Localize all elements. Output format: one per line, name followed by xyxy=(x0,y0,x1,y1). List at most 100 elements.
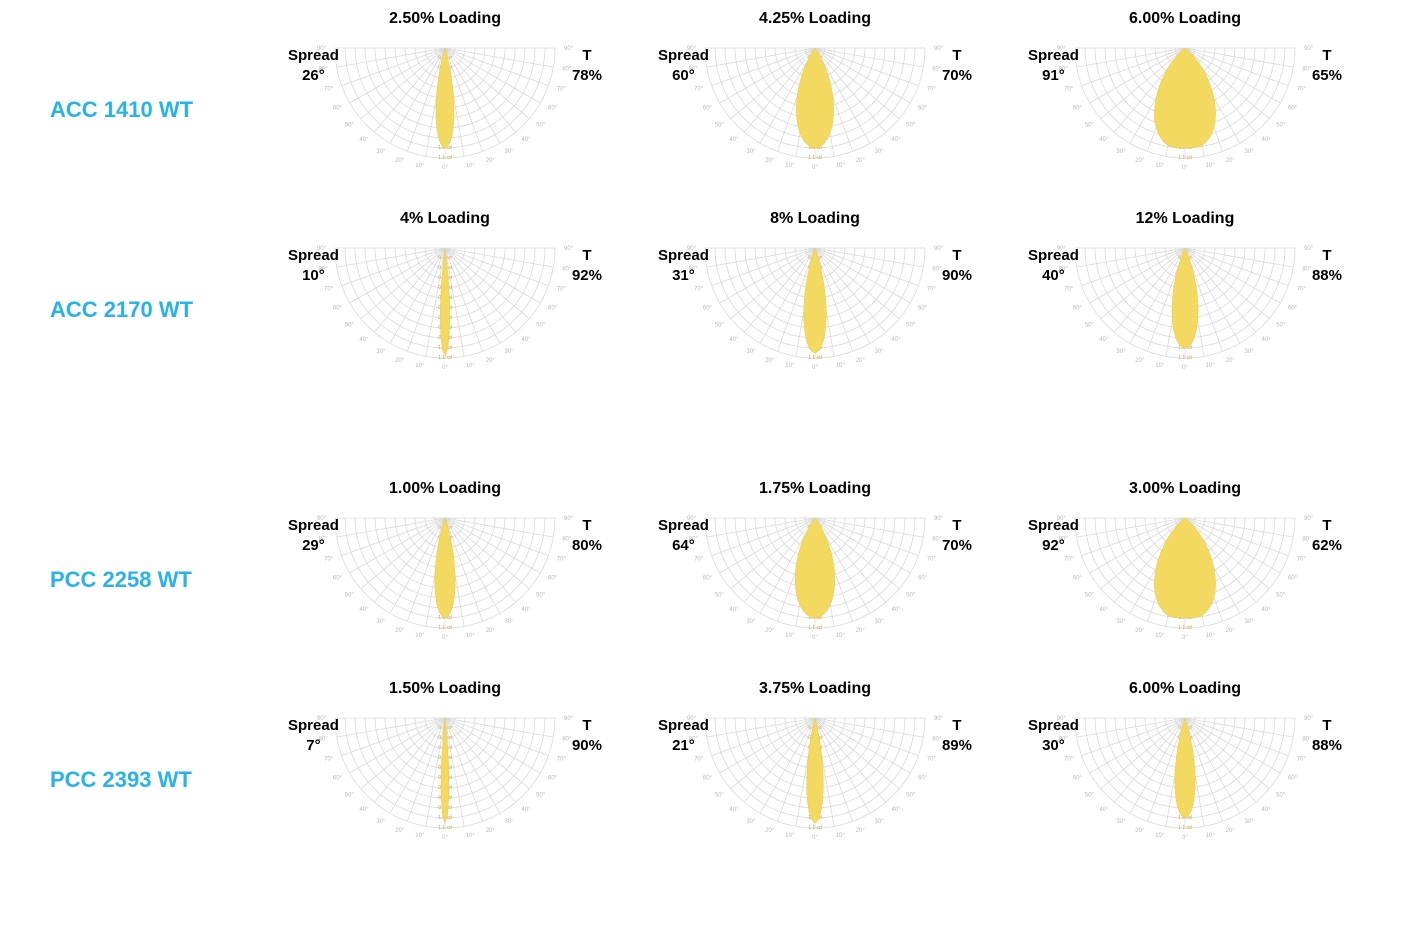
spread-readout: Spread 26° xyxy=(288,46,339,85)
svg-text:70°: 70° xyxy=(694,757,704,763)
svg-text:40°: 40° xyxy=(359,337,369,343)
svg-text:10°: 10° xyxy=(785,833,795,839)
svg-text:20°: 20° xyxy=(395,828,405,834)
svg-text:30°: 30° xyxy=(376,819,386,825)
svg-text:30°: 30° xyxy=(875,149,885,155)
svg-text:60°: 60° xyxy=(333,306,343,312)
section-spacer xyxy=(260,410,630,480)
loading-title: 2.50% Loading xyxy=(260,10,630,28)
svg-text:50°: 50° xyxy=(536,592,546,598)
svg-text:80°: 80° xyxy=(1302,267,1312,273)
polar-chart-cell: 4% Loading Spread 10° T 92% 0.1 cd0.2 cd… xyxy=(260,210,630,410)
svg-text:50°: 50° xyxy=(715,592,725,598)
svg-text:70°: 70° xyxy=(1297,287,1307,293)
svg-text:40°: 40° xyxy=(1261,337,1271,343)
svg-text:60°: 60° xyxy=(1073,576,1083,582)
svg-text:10°: 10° xyxy=(466,833,476,839)
svg-text:10°: 10° xyxy=(836,633,846,639)
svg-text:40°: 40° xyxy=(1099,337,1109,343)
svg-text:20°: 20° xyxy=(1135,828,1145,834)
svg-text:40°: 40° xyxy=(1261,807,1271,813)
svg-text:20°: 20° xyxy=(856,628,866,634)
svg-text:50°: 50° xyxy=(906,592,916,598)
svg-text:10°: 10° xyxy=(466,633,476,639)
svg-text:20°: 20° xyxy=(486,828,496,834)
light-lobe xyxy=(795,518,835,618)
t-readout: T 78% xyxy=(572,46,602,85)
loading-title: 3.00% Loading xyxy=(1000,480,1370,498)
svg-text:70°: 70° xyxy=(1297,87,1307,93)
svg-text:0°: 0° xyxy=(442,365,448,371)
svg-text:20°: 20° xyxy=(1135,158,1145,164)
svg-text:60°: 60° xyxy=(1288,776,1298,782)
svg-text:40°: 40° xyxy=(729,337,739,343)
svg-text:60°: 60° xyxy=(1073,306,1083,312)
svg-text:80°: 80° xyxy=(932,537,942,543)
svg-text:40°: 40° xyxy=(891,807,901,813)
svg-text:10°: 10° xyxy=(415,833,425,839)
svg-text:10°: 10° xyxy=(836,163,846,169)
svg-text:60°: 60° xyxy=(918,776,928,782)
t-readout: T 89% xyxy=(942,716,972,755)
spread-readout: Spread 60° xyxy=(658,46,709,85)
svg-text:30°: 30° xyxy=(746,349,756,355)
svg-text:50°: 50° xyxy=(1085,592,1095,598)
svg-text:60°: 60° xyxy=(1073,776,1083,782)
spread-readout: Spread 40° xyxy=(1028,246,1079,285)
svg-text:70°: 70° xyxy=(324,87,334,93)
light-lobe xyxy=(1154,518,1215,618)
svg-text:0°: 0° xyxy=(1182,365,1188,371)
svg-text:0°: 0° xyxy=(812,635,818,641)
loading-title: 1.75% Loading xyxy=(630,480,1000,498)
svg-text:10°: 10° xyxy=(1155,163,1165,169)
svg-text:10°: 10° xyxy=(836,833,846,839)
loading-title: 4.25% Loading xyxy=(630,10,1000,28)
svg-text:60°: 60° xyxy=(703,576,713,582)
svg-text:70°: 70° xyxy=(927,87,937,93)
t-readout: T 92% xyxy=(572,246,602,285)
svg-text:50°: 50° xyxy=(345,792,355,798)
svg-text:60°: 60° xyxy=(333,776,343,782)
light-lobe xyxy=(1175,718,1195,818)
svg-text:50°: 50° xyxy=(345,322,355,328)
svg-text:60°: 60° xyxy=(1288,306,1298,312)
loading-title: 6.00% Loading xyxy=(1000,10,1370,28)
svg-text:50°: 50° xyxy=(345,592,355,598)
svg-text:50°: 50° xyxy=(1276,592,1286,598)
svg-text:70°: 70° xyxy=(557,287,567,293)
svg-text:50°: 50° xyxy=(1085,792,1095,798)
svg-text:40°: 40° xyxy=(359,607,369,613)
svg-text:70°: 70° xyxy=(557,757,567,763)
t-readout: T 80% xyxy=(572,516,602,555)
polar-chart-cell: 6.00% Loading Spread 30° T 88% 0.1 cd0.2… xyxy=(1000,680,1370,880)
svg-text:30°: 30° xyxy=(505,149,515,155)
svg-text:70°: 70° xyxy=(1064,87,1074,93)
svg-text:30°: 30° xyxy=(1245,149,1255,155)
svg-text:80°: 80° xyxy=(562,67,572,73)
svg-text:60°: 60° xyxy=(703,776,713,782)
svg-text:10°: 10° xyxy=(785,633,795,639)
svg-text:30°: 30° xyxy=(746,619,756,625)
svg-text:30°: 30° xyxy=(875,819,885,825)
svg-text:50°: 50° xyxy=(1276,792,1286,798)
svg-text:40°: 40° xyxy=(1099,607,1109,613)
svg-text:50°: 50° xyxy=(715,792,725,798)
svg-text:40°: 40° xyxy=(891,337,901,343)
t-readout: T 90% xyxy=(572,716,602,755)
svg-text:50°: 50° xyxy=(906,122,916,128)
polar-chart-cell: 6.00% Loading Spread 91° T 65% 0.1 cd0.2… xyxy=(1000,10,1370,210)
svg-text:60°: 60° xyxy=(333,106,343,112)
svg-text:40°: 40° xyxy=(1261,137,1271,143)
light-lobe xyxy=(436,48,454,148)
product-label: ACC 2170 WT xyxy=(20,210,260,410)
svg-text:40°: 40° xyxy=(1261,607,1271,613)
svg-text:30°: 30° xyxy=(376,349,386,355)
svg-text:30°: 30° xyxy=(505,349,515,355)
polar-chart-cell: 3.75% Loading Spread 21° T 89% 0.1 cd0.2… xyxy=(630,680,1000,880)
svg-text:50°: 50° xyxy=(536,322,546,328)
svg-text:70°: 70° xyxy=(324,557,334,563)
svg-text:70°: 70° xyxy=(927,557,937,563)
svg-text:20°: 20° xyxy=(1135,628,1145,634)
svg-text:30°: 30° xyxy=(505,619,515,625)
polar-chart-cell: 1.50% Loading Spread 7° T 90% 0.1 cd0.2 … xyxy=(260,680,630,880)
